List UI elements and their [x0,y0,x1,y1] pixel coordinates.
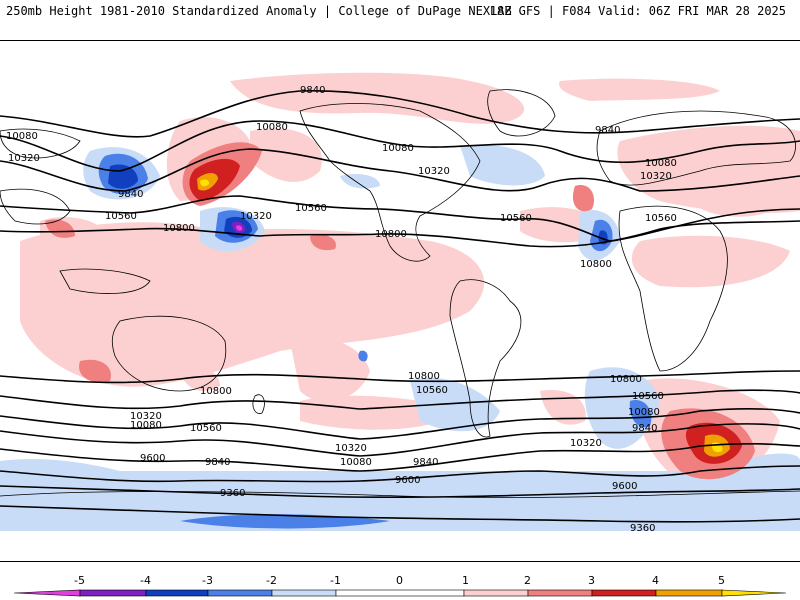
contour-label: 9840 [595,125,620,136]
map-title: 250mb Height 1981-2010 Standardized Anom… [6,4,512,18]
swatch-neg5 [13,589,81,597]
swatch-neg2 [207,589,273,597]
contour-label: 10320 [335,443,367,454]
swatch-pos5 [721,589,787,597]
colorbar: -5 -4 -3 -2 -1 0 1 2 3 4 5 [13,574,787,597]
anomaly-shading [0,72,800,531]
tick-label: 4 [652,574,659,587]
contour-label: 9600 [140,453,165,464]
contour-label: 10560 [190,423,222,434]
contour-label: 10080 [130,420,162,431]
contour-label: 9840 [413,457,438,468]
model-run-label: 18Z GFS | F084 Valid: 06Z FRI MAR 28 202… [489,4,786,18]
contour-label: 9840 [300,85,325,96]
contour-label: 10320 [640,171,672,182]
swatch-neg1 [271,589,337,597]
contour-label: 10560 [105,211,137,222]
contour-label: 10560 [295,203,327,214]
swatch-zero [335,589,465,597]
swatch-neg4 [79,589,147,597]
contour-label: 10800 [200,386,232,397]
contour-label: 10800 [580,259,612,270]
contour-label: 10320 [240,211,272,222]
contour-label: 10080 [382,143,414,154]
contour-label: 10560 [632,391,664,402]
colorbar-swatches [13,589,787,597]
tick-label: -3 [202,574,213,587]
tick-label: -4 [140,574,151,587]
contour-label: 10080 [256,122,288,133]
swatch-pos4 [655,589,723,597]
contour-label: 10080 [628,407,660,418]
tick-label: 0 [396,574,403,587]
tick-label: 3 [588,574,595,587]
swatch-pos1 [463,589,529,597]
tick-label: 5 [718,574,725,587]
contour-label: 9600 [395,475,420,486]
contour-label: 10560 [416,385,448,396]
contour-label: 9600 [612,481,637,492]
tick-label: -1 [330,574,341,587]
tick-label: 1 [462,574,469,587]
contour-label: 9840 [118,189,143,200]
height-contours [0,89,800,523]
swatch-pos2 [527,589,593,597]
contour-label: 10320 [418,166,450,177]
contour-label: 10080 [645,158,677,169]
contour-label: 10560 [500,213,532,224]
contour-label: 10800 [408,371,440,382]
swatch-neg3 [145,589,209,597]
contour-label: 10320 [570,438,602,449]
swatch-pos3 [591,589,657,597]
contour-label: 10080 [6,131,38,142]
contour-label: 9840 [205,457,230,468]
contour-label: 10320 [130,411,162,422]
contour-label: 10560 [645,213,677,224]
contour-label: 9360 [630,523,655,534]
contour-label: 10320 [8,153,40,164]
contour-label: 9840 [632,423,657,434]
contour-label: 10080 [340,457,372,468]
contour-label: 10800 [163,223,195,234]
tick-label: -5 [74,574,85,587]
colorbar-ticks: -5 -4 -3 -2 -1 0 1 2 3 4 5 [74,574,725,587]
contour-label: 9360 [220,488,245,499]
tick-label: -2 [266,574,277,587]
anomaly-map: 9840 10080 10320 9840 10560 10080 10800 … [0,40,800,562]
contour-labels: 9840 10080 10320 9840 10560 10080 10800 … [6,85,677,534]
contour-label: 10800 [610,374,642,385]
tick-label: 2 [524,574,531,587]
contour-label: 10800 [375,229,407,240]
